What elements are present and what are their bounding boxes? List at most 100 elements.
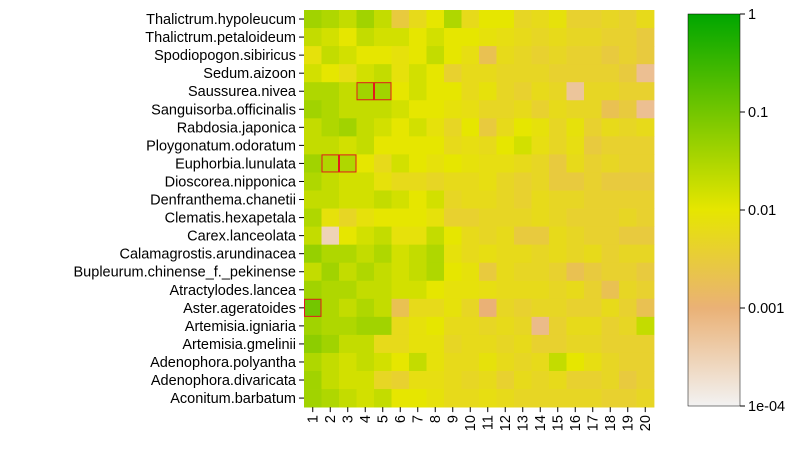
- row-label: Denfranthema.chanetii: [150, 193, 296, 209]
- heatmap-cell: [619, 46, 637, 65]
- heatmap-cell: [321, 244, 340, 264]
- heatmap-cell: [339, 154, 357, 173]
- heatmap-cell: [356, 244, 375, 264]
- heatmap-cell: [584, 46, 602, 65]
- heatmap-cell: [514, 298, 532, 318]
- heatmap-cell: [636, 100, 655, 119]
- heatmap-cell: [514, 172, 532, 191]
- heatmap-cell: [321, 226, 340, 246]
- heatmap-cell: [304, 280, 322, 300]
- heatmap-cell: [531, 118, 550, 137]
- heatmap-cell: [409, 28, 427, 47]
- heatmap-cell: [566, 172, 585, 191]
- heatmap-cell: [479, 64, 497, 83]
- heatmap-cell: [426, 208, 445, 227]
- colorbar-tick-label: 0.001: [748, 301, 784, 317]
- heatmap-cell: [566, 28, 585, 47]
- column-label: 8: [428, 415, 444, 423]
- colorbar-tick-label: 1e-04: [748, 399, 785, 415]
- highlight-box: [321, 154, 339, 173]
- heatmap-cell: [356, 208, 375, 227]
- heatmap-cell: [496, 316, 515, 336]
- heatmap-cell: [304, 28, 322, 47]
- column-label: 3: [341, 415, 357, 423]
- heatmap-cell: [339, 334, 357, 354]
- heatmap-cell: [531, 389, 550, 408]
- heatmap-cell: [356, 316, 375, 336]
- column-labels: 1 2 3 4 5 6 7 8 9 10 11 12 13 14 15 16 17 18 19 20: [306, 407, 654, 431]
- row-label: Artemisia.igniaria: [185, 319, 297, 335]
- heatmap-cell: [321, 10, 340, 29]
- heatmap-cell: [514, 208, 532, 227]
- heatmap-cell: [636, 82, 655, 101]
- heatmap-cell: [619, 334, 637, 354]
- heatmap-cell: [566, 136, 585, 155]
- heatmap-cell: [479, 316, 497, 336]
- heatmap-cell: [304, 154, 322, 173]
- heatmap-cell: [374, 172, 392, 191]
- heatmap-cell: [496, 172, 515, 191]
- heatmap-cell: [531, 226, 550, 246]
- heatmap-cell: [304, 316, 322, 336]
- column-label: 15: [551, 415, 567, 431]
- heatmap-cell: [391, 118, 410, 137]
- heatmap-cell: [566, 190, 585, 209]
- heatmap-cell: [304, 389, 322, 408]
- row-label: Dioscorea.nipponica: [165, 174, 297, 190]
- column-label: 17: [586, 415, 602, 431]
- column-label: 1: [306, 415, 322, 423]
- heatmap-cell: [321, 154, 340, 173]
- heatmap-cell: [321, 208, 340, 227]
- heatmap-cell: [619, 371, 637, 390]
- heatmap-cell: [321, 389, 340, 408]
- column-label: 13: [516, 415, 532, 431]
- heatmap-cell: [426, 100, 445, 119]
- heatmap-cell: [566, 10, 585, 29]
- heatmap-cell: [496, 352, 515, 372]
- heatmap-cell: [356, 136, 375, 155]
- heatmap-cell: [601, 244, 620, 264]
- row-label: Artemisia.gmelinii: [182, 337, 296, 353]
- heatmap-cell: [444, 280, 462, 300]
- heatmap-cell: [426, 136, 445, 155]
- row-label: Adenophora.polyantha: [150, 355, 297, 371]
- heatmap-cell: [549, 298, 567, 318]
- heatmap-cell: [444, 28, 462, 47]
- heatmap-cell: [514, 28, 532, 47]
- heatmap-cell: [549, 136, 567, 155]
- heatmap-cell: [409, 118, 427, 137]
- heatmap-cell: [549, 46, 567, 65]
- heatmap-cell: [479, 280, 497, 300]
- heatmap-cell: [479, 208, 497, 227]
- heatmap-cell: [479, 334, 497, 354]
- heatmap-cell: [444, 244, 462, 264]
- heatmap-cell: [496, 82, 515, 101]
- heatmap-cell: [374, 371, 392, 390]
- heatmap-cell: [444, 334, 462, 354]
- heatmap-cell: [531, 82, 550, 101]
- heatmap-cell: [566, 389, 585, 408]
- heatmap-cell: [321, 190, 340, 209]
- heatmap-cell: [304, 64, 322, 83]
- heatmap-cell: [636, 154, 655, 173]
- heatmap-cell: [391, 28, 410, 47]
- heatmap-cell: [566, 371, 585, 390]
- heatmap-cell: [339, 208, 357, 227]
- heatmap-cell: [479, 298, 497, 318]
- heatmap-cell: [374, 280, 392, 300]
- heatmap-cell: [549, 208, 567, 227]
- heatmap-cell: [619, 28, 637, 47]
- heatmap-cell: [566, 298, 585, 318]
- heatmap-cell: [584, 118, 602, 137]
- heatmap-cell: [461, 244, 480, 264]
- heatmap-cell: [444, 316, 462, 336]
- row-label: Sedum.aizoon: [203, 66, 296, 82]
- heatmap-cell: [356, 172, 375, 191]
- heatmap-cell: [409, 190, 427, 209]
- heatmap-cell: [601, 262, 620, 282]
- heatmap-cell: [531, 316, 550, 336]
- heatmap-cell: [601, 46, 620, 65]
- heatmap-cell: [496, 190, 515, 209]
- heatmap-cell: [374, 298, 392, 318]
- heatmap-cell: [391, 352, 410, 372]
